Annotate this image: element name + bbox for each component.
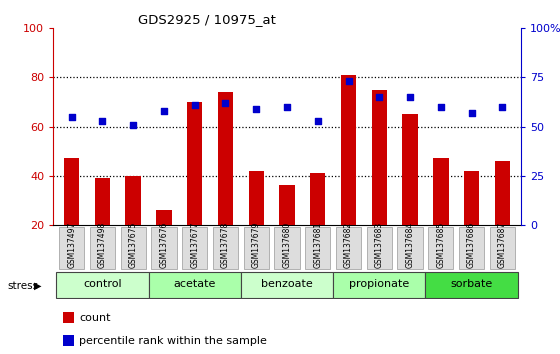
Text: GSM137681: GSM137681 bbox=[313, 222, 322, 268]
Bar bbox=[218, 92, 233, 225]
Text: acetate: acetate bbox=[174, 279, 216, 289]
Text: GSM137682: GSM137682 bbox=[344, 222, 353, 268]
Text: GSM137497: GSM137497 bbox=[67, 221, 76, 268]
Text: GDS2925 / 10975_at: GDS2925 / 10975_at bbox=[138, 13, 276, 27]
Point bbox=[436, 104, 445, 110]
FancyBboxPatch shape bbox=[459, 227, 484, 269]
Text: count: count bbox=[79, 313, 110, 322]
FancyBboxPatch shape bbox=[241, 272, 333, 298]
Point bbox=[282, 104, 291, 110]
Text: GSM137498: GSM137498 bbox=[98, 221, 107, 268]
FancyBboxPatch shape bbox=[56, 272, 148, 298]
Bar bbox=[187, 102, 202, 225]
Bar bbox=[249, 171, 264, 225]
Text: GSM137680: GSM137680 bbox=[282, 221, 292, 268]
FancyBboxPatch shape bbox=[90, 227, 115, 269]
Point bbox=[98, 118, 107, 124]
Bar bbox=[125, 176, 141, 225]
Text: stress: stress bbox=[7, 281, 39, 291]
FancyBboxPatch shape bbox=[120, 227, 146, 269]
Bar bbox=[310, 173, 325, 225]
Bar bbox=[433, 159, 449, 225]
FancyBboxPatch shape bbox=[333, 272, 426, 298]
Text: ▶: ▶ bbox=[34, 281, 42, 291]
Text: GSM137676: GSM137676 bbox=[160, 221, 169, 268]
Text: GSM137687: GSM137687 bbox=[498, 221, 507, 268]
Bar bbox=[63, 312, 74, 323]
FancyBboxPatch shape bbox=[426, 272, 518, 298]
Point bbox=[129, 122, 138, 127]
Bar bbox=[279, 185, 295, 225]
FancyBboxPatch shape bbox=[148, 272, 241, 298]
FancyBboxPatch shape bbox=[151, 227, 176, 269]
Text: propionate: propionate bbox=[349, 279, 409, 289]
Text: percentile rank within the sample: percentile rank within the sample bbox=[79, 336, 267, 346]
Bar bbox=[95, 178, 110, 225]
FancyBboxPatch shape bbox=[336, 227, 361, 269]
FancyBboxPatch shape bbox=[428, 227, 454, 269]
Text: GSM137678: GSM137678 bbox=[221, 221, 230, 268]
Text: GSM137685: GSM137685 bbox=[436, 221, 445, 268]
Text: GSM137679: GSM137679 bbox=[252, 221, 261, 268]
Bar bbox=[464, 171, 479, 225]
Bar bbox=[63, 335, 74, 346]
Text: GSM137683: GSM137683 bbox=[375, 221, 384, 268]
FancyBboxPatch shape bbox=[59, 227, 84, 269]
Point bbox=[221, 100, 230, 106]
Text: GSM137684: GSM137684 bbox=[405, 221, 414, 268]
FancyBboxPatch shape bbox=[305, 227, 330, 269]
FancyBboxPatch shape bbox=[274, 227, 300, 269]
Bar bbox=[372, 90, 387, 225]
Point bbox=[313, 118, 322, 124]
Point bbox=[160, 108, 169, 114]
FancyBboxPatch shape bbox=[182, 227, 207, 269]
FancyBboxPatch shape bbox=[398, 227, 423, 269]
Point bbox=[252, 106, 261, 112]
FancyBboxPatch shape bbox=[244, 227, 269, 269]
Text: sorbate: sorbate bbox=[450, 279, 493, 289]
Bar bbox=[341, 75, 356, 225]
Text: control: control bbox=[83, 279, 122, 289]
Point bbox=[67, 114, 76, 120]
Point bbox=[190, 102, 199, 108]
Point bbox=[344, 79, 353, 84]
FancyBboxPatch shape bbox=[490, 227, 515, 269]
Bar bbox=[494, 161, 510, 225]
Point bbox=[498, 104, 507, 110]
Text: GSM137675: GSM137675 bbox=[129, 221, 138, 268]
FancyBboxPatch shape bbox=[367, 227, 392, 269]
Bar bbox=[156, 210, 171, 225]
Text: benzoate: benzoate bbox=[261, 279, 313, 289]
Point bbox=[467, 110, 476, 116]
Text: GSM137677: GSM137677 bbox=[190, 221, 199, 268]
FancyBboxPatch shape bbox=[213, 227, 238, 269]
Point bbox=[405, 94, 414, 100]
Text: GSM137686: GSM137686 bbox=[467, 221, 476, 268]
Bar bbox=[64, 159, 80, 225]
Point bbox=[375, 94, 384, 100]
Bar bbox=[403, 114, 418, 225]
